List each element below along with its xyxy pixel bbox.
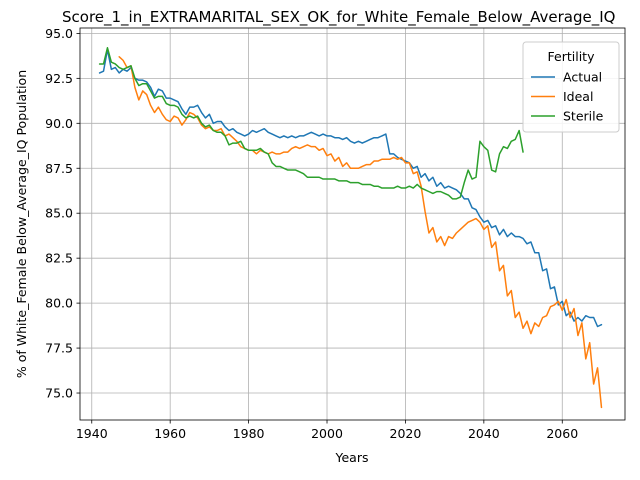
x-tick-label: 2040 [468, 426, 500, 441]
y-tick-label: 85.0 [45, 206, 73, 221]
x-tick-label: 1980 [233, 426, 265, 441]
y-tick-label: 80.0 [45, 296, 73, 311]
legend-title: Fertility [548, 49, 596, 64]
legend-label-sterile: Sterile [563, 109, 604, 124]
series-line-ideal [118, 56, 603, 409]
legend-label-actual: Actual [563, 70, 602, 85]
y-tick-label: 82.5 [45, 251, 73, 266]
legend-box [522, 41, 620, 133]
legend-entries: Actual Ideal Sterile [531, 70, 604, 124]
series-line-actual [98, 48, 603, 328]
y-tick-label: 87.5 [45, 161, 73, 176]
x-axis-label: Years [335, 450, 369, 465]
series-line-sterile [98, 47, 524, 200]
y-tick-label: 77.5 [45, 341, 73, 356]
x-tick-label: 1960 [154, 426, 186, 441]
y-tick-label: 95.0 [45, 26, 73, 41]
axis-ticks: 1940 1960 1980 2000 2020 2040 2060 75.0 77.5 80.0… [45, 26, 578, 441]
legend-label-ideal: Ideal [563, 89, 593, 104]
y-tick-label: 90.0 [45, 116, 73, 131]
x-tick-label: 1940 [76, 426, 108, 441]
x-tick-label: 2020 [390, 426, 422, 441]
y-tick-label: 75.0 [45, 386, 73, 401]
plot-frame [79, 27, 626, 421]
grid [80, 28, 625, 420]
x-tick-label: 2000 [311, 426, 343, 441]
legend: Fertility Actual Ideal Sterile [522, 41, 620, 133]
y-axis-label: % of White_Female Below_Average_IQ Popul… [14, 70, 29, 378]
series-lines [98, 47, 603, 409]
y-tick-label: 92.5 [45, 71, 73, 86]
chart-title: Score_1_in_EXTRAMARITAL_SEX_OK_for_White… [62, 8, 615, 27]
x-tick-label: 2060 [546, 426, 578, 441]
